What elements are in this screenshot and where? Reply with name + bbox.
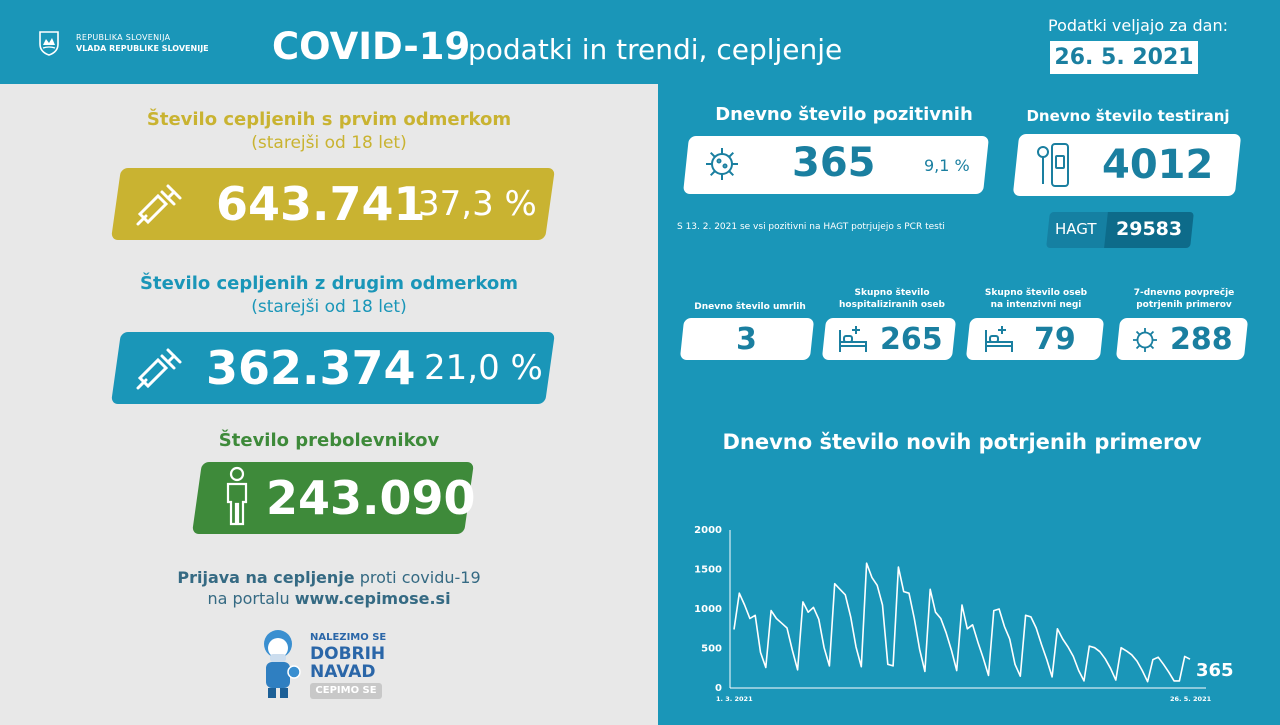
date-label: Podatki veljajo za dan: [1048, 16, 1229, 35]
avg7-value: 288 [1170, 322, 1233, 357]
virus-icon [1133, 328, 1157, 352]
recovered-title: Število prebolevnikov [218, 430, 440, 451]
hospital-bed-icon [839, 326, 867, 352]
registration-rest: proti covidu-19 [354, 568, 481, 587]
virus-icon [706, 148, 738, 180]
x-start-label: 1. 3. 2021 [716, 695, 753, 703]
hospitalized-label2: hospitaliziranih oseb [839, 300, 945, 310]
hagt-note: S 13. 2. 2021 se vsi pozitivni na HAGT p… [677, 222, 945, 232]
y-tick-label: 1500 [694, 565, 722, 576]
registration-bold: Prijava na cepljenje [177, 568, 355, 587]
positive-value: 365 [792, 140, 876, 186]
campaign-line1: NALEZIMO SE [310, 632, 387, 643]
positive-label: Dnevno število pozitivnih [715, 104, 973, 125]
icu-label2: na intenzivni negi [990, 300, 1082, 310]
campaign-line2: DOBRIH [310, 644, 386, 664]
second-dose-value: 362.374 [206, 341, 416, 395]
recovered-value: 243.090 [266, 471, 476, 525]
first-dose-percent: 37,3 % [418, 184, 537, 224]
vaccination-panel: Število cepljenih s prvim odmerkom (star… [0, 84, 658, 725]
second-dose-percent: 21,0 % [424, 348, 543, 388]
second-dose-note: (starejši od 18 let) [251, 297, 407, 317]
syringe-icon [136, 184, 182, 226]
avg7-label2: potrjenih primerov [1136, 300, 1232, 310]
y-tick-label: 2000 [694, 525, 722, 536]
tests-value: 4012 [1102, 142, 1214, 188]
hospitalized-value: 265 [880, 322, 943, 357]
y-tick-label: 1000 [694, 604, 722, 615]
registration-link[interactable]: www.cepimose.si [294, 589, 451, 608]
date-box: 26. 5. 2021 [1050, 41, 1198, 74]
second-dose-title: Število cepljenih z drugim odmerkom [140, 273, 518, 294]
first-dose-title: Število cepljenih s prvim odmerkom [146, 109, 512, 130]
y-tick-label: 0 [715, 683, 722, 694]
icu-label1: Skupno število oseb [984, 288, 1088, 298]
government-name-line2: VLADA REPUBLIKE SLOVENIJE [76, 44, 209, 53]
hagt-value: 29583 [1116, 218, 1183, 240]
hospitalized-label1: Skupno število [854, 288, 930, 298]
registration-portal-text: na portalu [207, 589, 295, 608]
syringe-icon [136, 348, 182, 390]
mascot-icon [264, 630, 301, 698]
coat-of-arms-icon [39, 31, 59, 56]
tests-label: Dnevno število testiranj [1026, 107, 1230, 125]
y-tick-label: 500 [701, 644, 722, 655]
page-title: COVID-19 [272, 25, 471, 68]
first-dose-note: (starejši od 18 let) [251, 133, 407, 153]
x-end-label: 26. 5. 2021 [1170, 695, 1212, 703]
campaign-line3: NAVAD [310, 662, 376, 682]
campaign-badge: CEPIMO SE [310, 683, 382, 699]
last-value-label: 365 [1196, 660, 1234, 681]
test-tube-icon [1037, 143, 1069, 187]
date-value: 26. 5. 2021 [1054, 45, 1194, 70]
person-icon [226, 466, 248, 526]
icu-value: 79 [1034, 322, 1076, 357]
chart-title: Dnevno število novih potrjenih primerov [722, 430, 1202, 454]
page-subtitle: podatki in trendi, cepljenje [468, 33, 843, 66]
hagt-label: HAGT [1055, 220, 1097, 238]
first-dose-value: 643.741 [216, 177, 426, 231]
registration-line2: na portalu www.cepimose.si [0, 589, 658, 608]
positive-percent: 9,1 % [924, 156, 970, 175]
hospital-bed-icon [985, 326, 1013, 352]
series-line [733, 562, 1191, 683]
avg7-label1: 7-dnevno povprečje [1133, 288, 1235, 298]
registration-line1: Prijava na cepljenje proti covidu-19 [0, 568, 658, 587]
deaths-value: 3 [736, 322, 757, 357]
deaths-label: Dnevno število umrlih [694, 302, 806, 312]
government-name-line1: REPUBLIKA SLOVENIJA [76, 33, 171, 42]
